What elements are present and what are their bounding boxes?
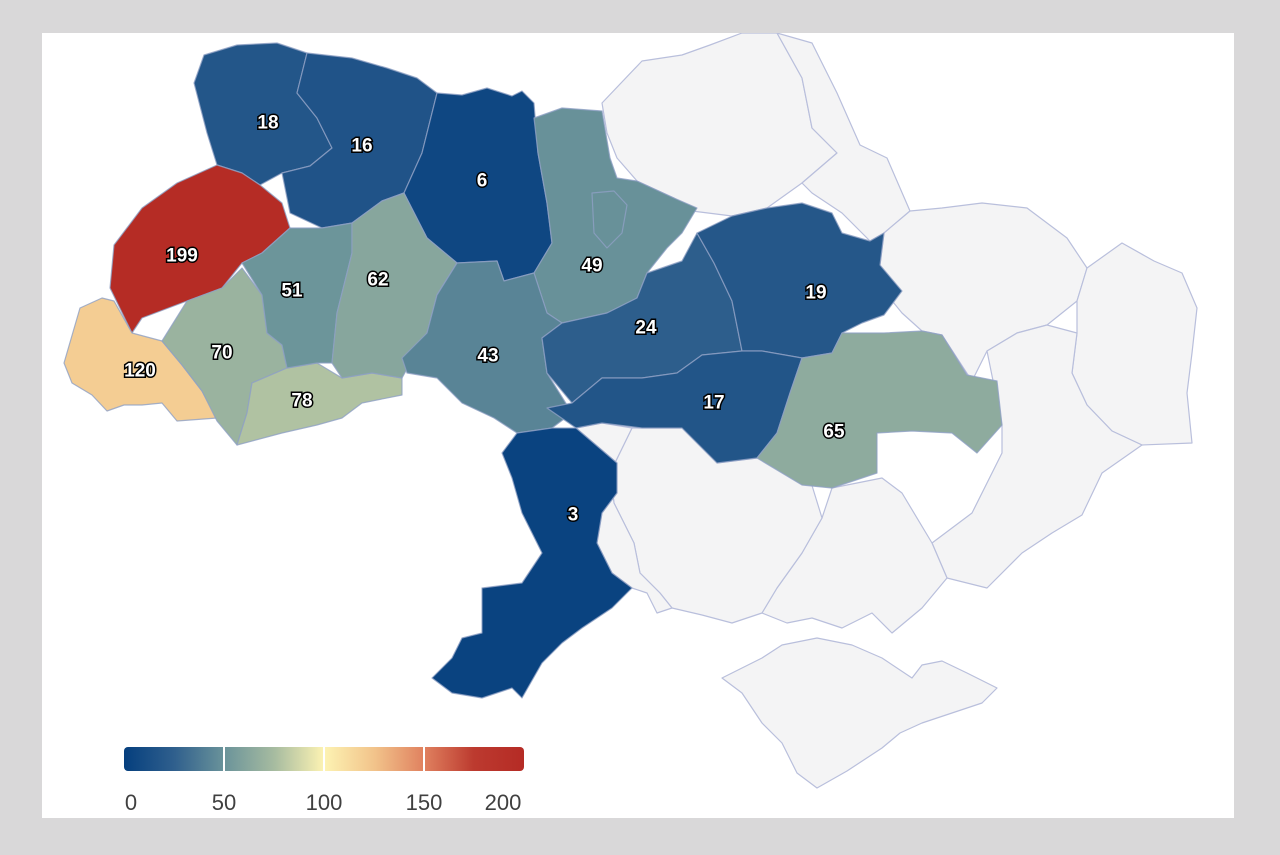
- legend-tick-150: 150: [405, 790, 443, 815]
- no-data-regions: [575, 33, 1198, 789]
- legend-tick-0: 0: [124, 790, 138, 815]
- value-label-odesa: 3: [568, 505, 579, 526]
- value-labels: 18 16 6 49 199 120 70 78 51 62 43 24 19 …: [123, 111, 847, 527]
- value-label-ternopil: 51: [281, 281, 303, 302]
- value-label-ivano-frankivsk: 70: [211, 343, 232, 364]
- value-label-chernivtsi: 78: [291, 391, 312, 412]
- legend-separator: [423, 747, 425, 771]
- data-regions: [63, 42, 1003, 699]
- value-label-cherkasy: 24: [635, 318, 657, 339]
- legend-separator: [323, 747, 325, 771]
- value-label-lviv: 199: [166, 246, 198, 267]
- region-kyiv[interactable]: [533, 107, 698, 324]
- value-label-rivne: 16: [351, 136, 372, 157]
- value-label-poltava: 19: [805, 283, 826, 304]
- legend-tick-200: 200: [484, 790, 522, 815]
- region-dnipropetrovsk[interactable]: [756, 330, 1003, 489]
- value-label-volyn: 18: [257, 113, 278, 134]
- value-label-kirovohrad: 17: [703, 393, 724, 414]
- legend-tick-100: 100: [305, 790, 343, 815]
- value-label-kyiv: 49: [581, 256, 602, 277]
- region-donetsk[interactable]: [931, 324, 1143, 589]
- value-label-dnipropetrovsk: 65: [823, 422, 845, 443]
- color-scale-legend: [124, 747, 524, 771]
- map-panel: 18 16 6 49 199 120 70 78 51 62 43 24 19 …: [42, 33, 1234, 818]
- choropleth-map: 18 16 6 49 199 120 70 78 51 62 43 24 19 …: [63, 33, 1198, 789]
- legend-separator: [223, 747, 225, 771]
- value-label-vinnytsia: 43: [477, 346, 498, 367]
- value-label-zhytomyr: 6: [477, 171, 488, 192]
- value-label-zakarpattia: 120: [124, 361, 156, 382]
- legend-tick-50: 50: [211, 790, 237, 815]
- region-odesa[interactable]: [431, 427, 633, 699]
- region-zakarpattia[interactable]: [63, 297, 218, 422]
- region-crimea[interactable]: [721, 637, 998, 789]
- value-label-khmelnytskyi: 62: [367, 270, 388, 291]
